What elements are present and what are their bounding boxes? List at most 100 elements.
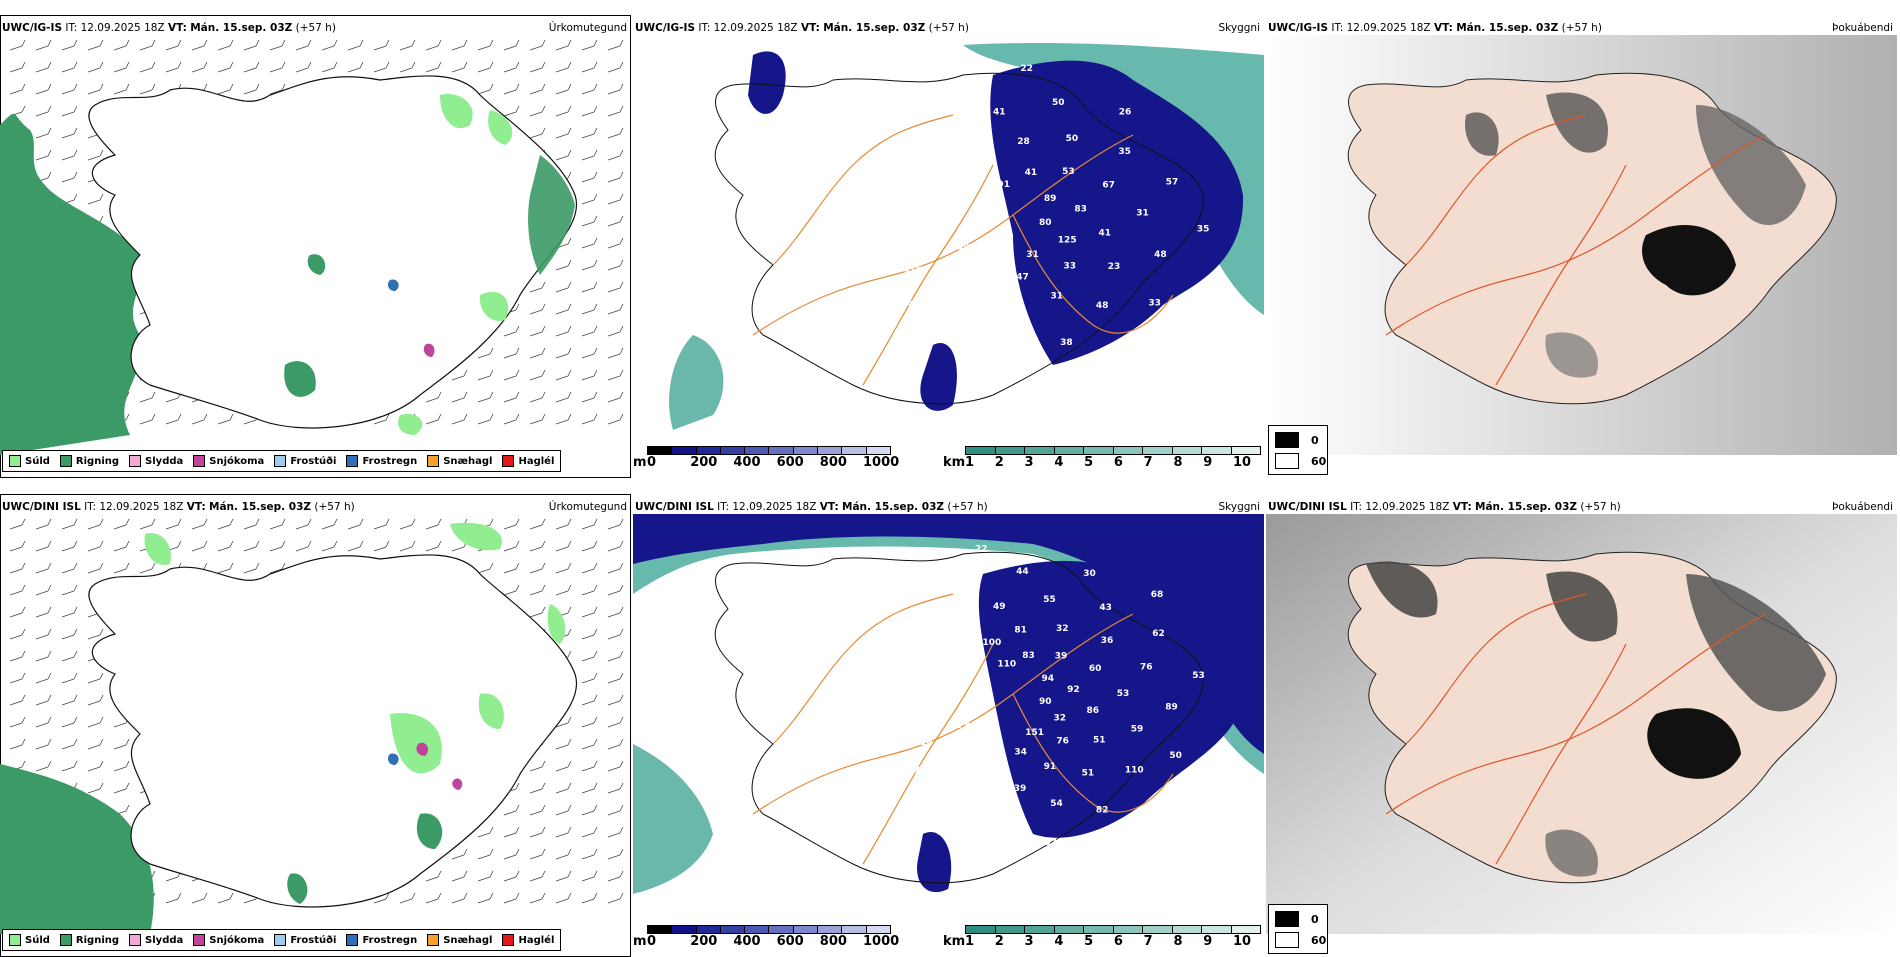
wind-barb (217, 39, 234, 51)
valid-time: Mán. 15.sep. 03Z (1475, 501, 1578, 513)
cloudbase-value-label: 144 (944, 270, 963, 280)
wind-barb (87, 716, 104, 728)
cloudbase-value-label: 31 (1026, 250, 1039, 260)
wind-barb (555, 562, 572, 574)
vt-label: VT: (186, 501, 206, 513)
wind-barb (477, 39, 494, 51)
cloudbase-value-label: 89 (1165, 703, 1178, 713)
wind-barb (529, 870, 546, 882)
fog-light-swatch (1275, 932, 1299, 948)
wind-barb (529, 127, 546, 139)
wind-barb (529, 39, 546, 51)
wind-barb (607, 303, 624, 315)
fog-grey-north (1366, 561, 1618, 642)
fog-indicator-panel-2: UWC/DINI ISL IT: 12.09.2025 18Z VT: Mán.… (1266, 494, 1897, 957)
init-time: 12.09.2025 18Z (99, 501, 184, 513)
cloudbase-value-label: 186 (894, 674, 913, 684)
lead-time: (+57 h) (1580, 501, 1621, 513)
wind-barb (165, 39, 182, 51)
cloudbase-value-label: 32 (950, 130, 963, 140)
wind-barb (35, 149, 52, 161)
iceland-outline (88, 554, 578, 908)
wind-barb (555, 848, 572, 860)
cloudbase-value-label: 30 (1083, 569, 1096, 579)
legend-label: Frostregn (362, 455, 418, 467)
it-label: IT: (65, 22, 78, 34)
wind-barb (581, 606, 598, 618)
colorbar-tick-label: 5 (1084, 455, 1094, 470)
colorbar-tick-label: 3 (1024, 455, 1034, 470)
colorbar-unit: m (633, 455, 647, 470)
cloudbase-value-label: 94 (948, 744, 961, 754)
wind-barb (581, 716, 598, 728)
wind-barb (555, 325, 572, 337)
fog-map (1266, 35, 1897, 455)
wind-barb (607, 369, 624, 381)
cloudbase-value-label: 47 (1016, 273, 1029, 283)
wind-barb (581, 347, 598, 359)
wind-barb (555, 584, 572, 596)
wind-barb (477, 892, 494, 904)
cloudbase-value-label: 48 (1096, 301, 1109, 311)
valid-time: Mán. 15.sep. 03Z (1456, 22, 1559, 34)
wind-barb (113, 782, 130, 794)
wind-barb (9, 694, 26, 706)
wind-barb (269, 562, 286, 574)
cloudbase-color-strip (647, 925, 891, 934)
wind-barb (373, 61, 390, 73)
lead-time: (+57 h) (947, 501, 988, 513)
wind-barb (191, 61, 208, 73)
wind-barb (607, 281, 624, 293)
legend-label: Frostúði (290, 934, 337, 946)
wind-barb (295, 61, 312, 73)
cloudbase-value-label: 35 (1118, 147, 1131, 157)
wind-barb (9, 716, 26, 728)
wind-barb (529, 413, 546, 425)
wind-barb (555, 303, 572, 315)
wind-barb (9, 672, 26, 684)
wind-barb (61, 650, 78, 662)
cloudbase-value-label: 83 (1074, 205, 1087, 215)
wind-barb (35, 584, 52, 596)
colorbar-tick-label: 600 (776, 455, 804, 470)
cloudbase-value-label: 39 (1014, 784, 1027, 794)
fog-indicator-panel-1: UWC/IG-IS IT: 12.09.2025 18Z VT: Mán. 15… (1266, 15, 1897, 478)
wind-barb (555, 518, 572, 530)
low-vis-sea-east (963, 43, 1264, 315)
wind-barb (581, 215, 598, 227)
wind-barb (269, 83, 286, 95)
legend-swatch (502, 455, 515, 467)
wind-barb (477, 848, 494, 860)
cloudbase-color-strip (647, 446, 891, 455)
cloudbase-value-label: 71 (946, 302, 959, 312)
legend-item: Súld (9, 455, 50, 467)
rain-area-east (528, 155, 575, 275)
cloudbase-value-label: 109 (831, 713, 850, 723)
wind-barb (607, 738, 624, 750)
wind-barb (61, 628, 78, 640)
wind-barb (529, 584, 546, 596)
wind-barb (9, 540, 26, 552)
cloudbase-value-label: 33 (1148, 298, 1161, 308)
wind-barb (61, 83, 78, 95)
cloudbase-value-label: 41 (965, 335, 978, 345)
wind-barb (61, 738, 78, 750)
cloudbase-value-label: 10 (824, 618, 837, 628)
wind-barb (347, 61, 364, 73)
legend-swatch (346, 455, 359, 467)
precip-type-legend: Súld Rigning Slydda Snjókoma Frostúði Frostre… (2, 450, 562, 472)
wind-barb (425, 61, 442, 73)
wind-barb (581, 83, 598, 95)
wind-barb (607, 782, 624, 794)
precip-type-panel-1: UWC/IG-IS IT: 12.09.2025 18Z VT: Mán. 15… (0, 15, 631, 478)
cloudbase-value-label: 54 (1115, 347, 1128, 357)
wind-barb (581, 562, 598, 574)
cloudbase-value-label: 42 (931, 716, 944, 726)
wind-barb (607, 237, 624, 249)
wind-barb (217, 518, 234, 530)
legend-item: Slydda (129, 934, 183, 946)
wind-barb (217, 562, 234, 574)
cloudbase-value-label: 45 (868, 817, 881, 827)
cloudbase-value-label: 44 (1016, 567, 1029, 577)
cloudbase-value-label: 28 (1017, 137, 1030, 147)
